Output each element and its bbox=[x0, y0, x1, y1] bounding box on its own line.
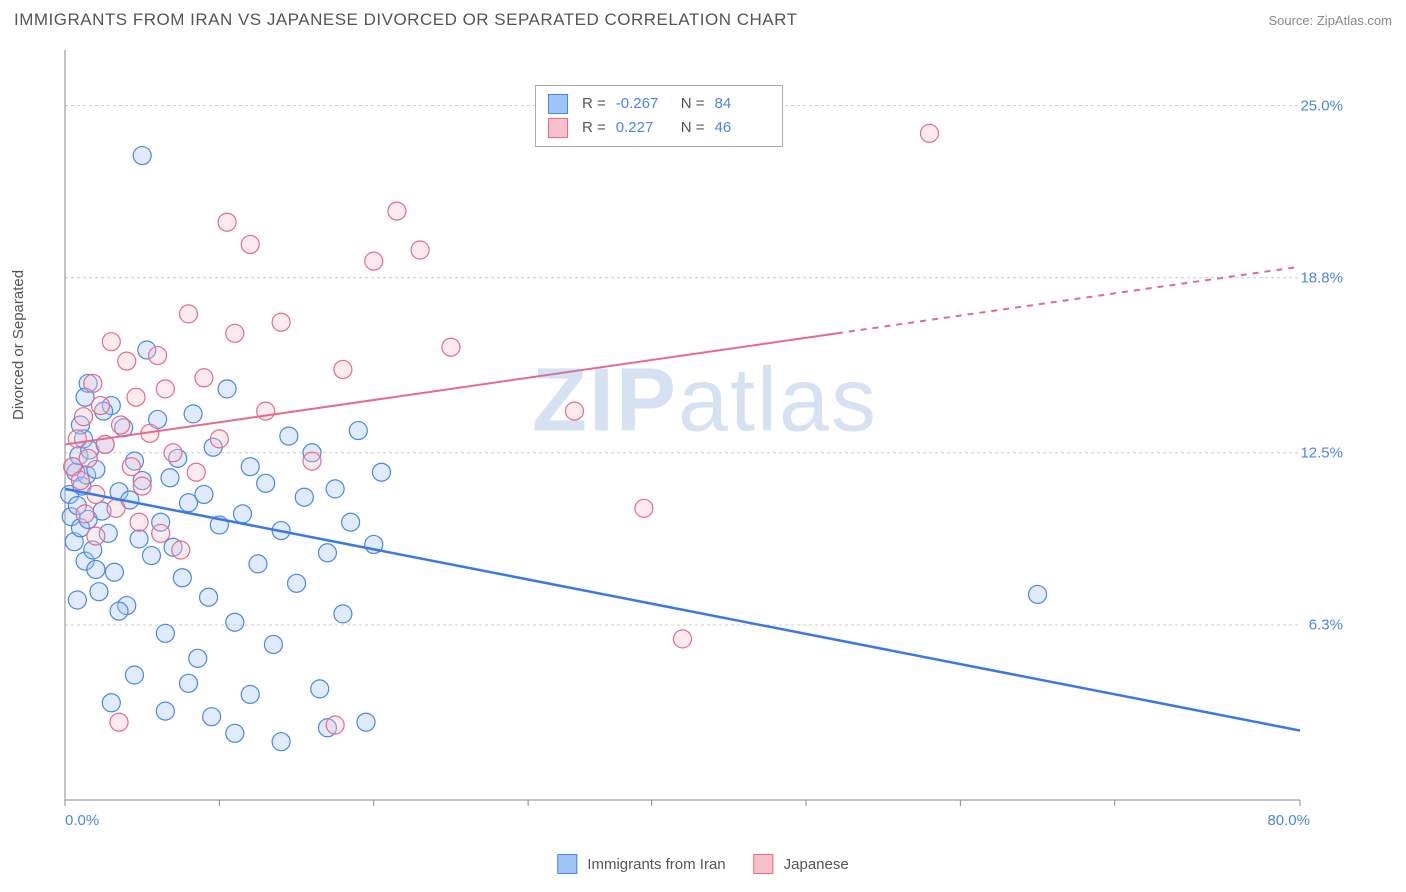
legend-swatch-japanese bbox=[754, 854, 774, 874]
legend-label-japanese: Japanese bbox=[784, 856, 849, 873]
n-label-japanese: N = bbox=[681, 116, 705, 140]
y-axis-label: Divorced or Separated bbox=[10, 270, 27, 420]
chart-area: ZIPatlas R = -0.267 N = 84 R = 0.227 N =… bbox=[55, 40, 1355, 825]
source-name: ZipAtlas.com bbox=[1317, 13, 1392, 28]
y-tick-label: 25.0% bbox=[1300, 97, 1343, 114]
bottom-legend: Immigrants from Iran Japanese bbox=[557, 854, 848, 874]
r-value-iran: -0.267 bbox=[616, 92, 671, 116]
r-label-iran: R = bbox=[582, 92, 606, 116]
swatch-iran bbox=[548, 94, 568, 114]
x-tick-label: 80.0% bbox=[1267, 812, 1310, 829]
stats-row-iran: R = -0.267 N = 84 bbox=[548, 92, 770, 116]
chart-svg bbox=[55, 40, 1355, 825]
r-label-japanese: R = bbox=[582, 116, 606, 140]
y-tick-label: 6.3% bbox=[1309, 617, 1343, 634]
legend-swatch-iran bbox=[557, 854, 577, 874]
n-value-japanese: 46 bbox=[715, 116, 770, 140]
chart-title: IMMIGRANTS FROM IRAN VS JAPANESE DIVORCE… bbox=[14, 10, 797, 30]
legend-item-iran: Immigrants from Iran bbox=[557, 854, 725, 874]
legend-item-japanese: Japanese bbox=[754, 854, 849, 874]
y-tick-label: 18.8% bbox=[1300, 269, 1343, 286]
header: IMMIGRANTS FROM IRAN VS JAPANESE DIVORCE… bbox=[14, 10, 1392, 30]
source-prefix: Source: bbox=[1268, 13, 1316, 28]
n-label-iran: N = bbox=[681, 92, 705, 116]
x-tick-label: 0.0% bbox=[65, 812, 99, 829]
legend-label-iran: Immigrants from Iran bbox=[587, 856, 725, 873]
y-tick-label: 12.5% bbox=[1300, 444, 1343, 461]
n-value-iran: 84 bbox=[715, 92, 770, 116]
swatch-japanese bbox=[548, 118, 568, 138]
stats-box: R = -0.267 N = 84 R = 0.227 N = 46 bbox=[535, 85, 783, 147]
stats-row-japanese: R = 0.227 N = 46 bbox=[548, 116, 770, 140]
source-label: Source: ZipAtlas.com bbox=[1268, 13, 1392, 28]
r-value-japanese: 0.227 bbox=[616, 116, 671, 140]
